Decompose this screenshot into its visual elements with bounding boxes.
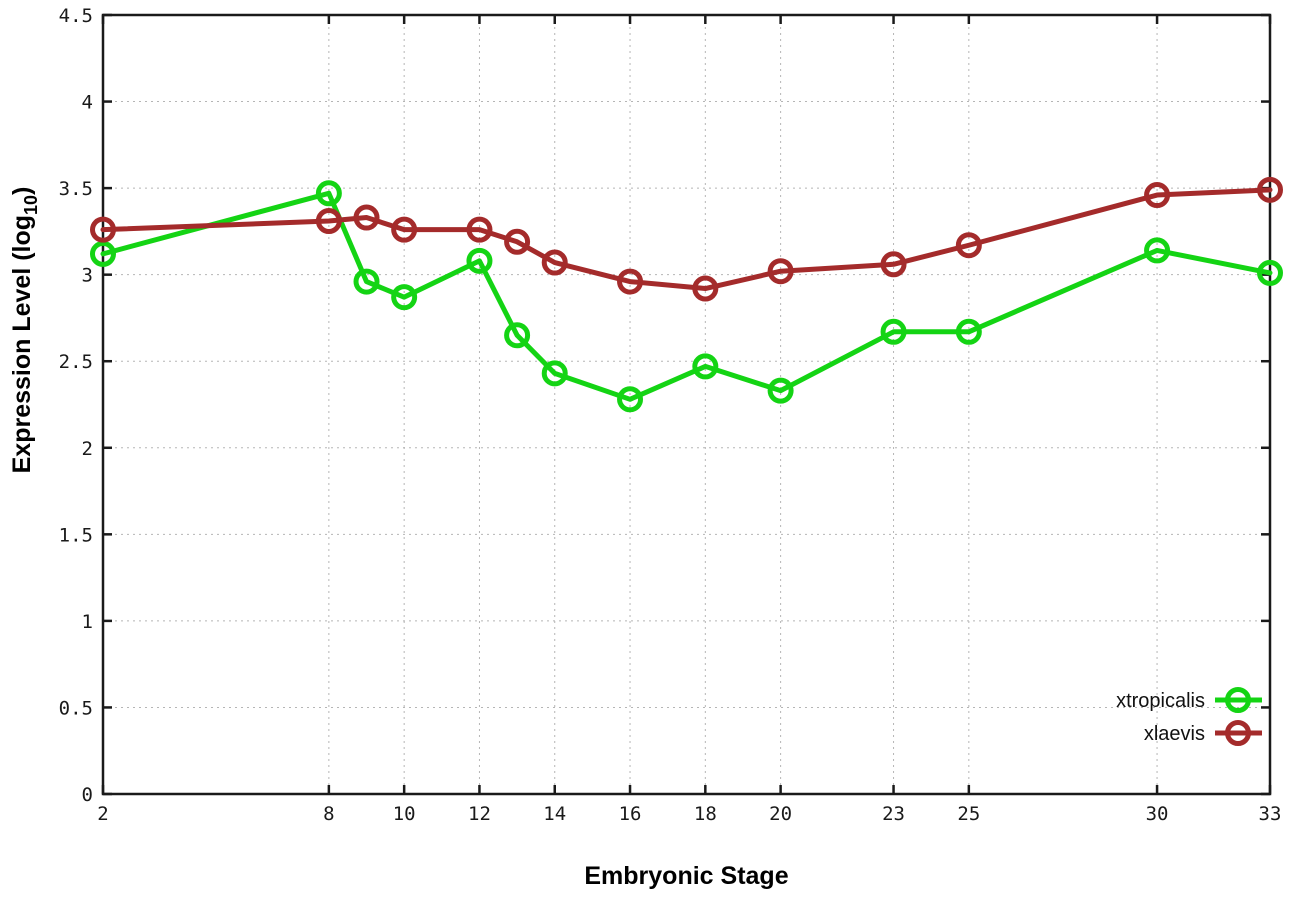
data-point-xlaevis-stage-20[interactable] [767, 258, 794, 285]
x-tick-label: 14 [543, 803, 566, 825]
data-point-xtropicalis-stage-18[interactable] [692, 353, 719, 380]
data-point-xtropicalis-stage-14[interactable] [541, 360, 568, 387]
plot-border [101, 13, 1272, 796]
series-xlaevis [90, 176, 1283, 302]
data-point-xtropicalis-stage-30[interactable] [1144, 237, 1171, 264]
data-point-xlaevis-stage-12[interactable] [466, 216, 493, 243]
x-tick-label: 12 [468, 803, 491, 825]
data-point-xlaevis-stage-2[interactable] [90, 216, 116, 243]
x-tick-label: 25 [957, 803, 980, 825]
x-tick-label: 18 [694, 803, 717, 825]
x-tick-label: 33 [1259, 803, 1282, 825]
data-point-xlaevis-stage-16[interactable] [617, 268, 644, 295]
data-point-xlaevis-stage-33[interactable] [1257, 176, 1283, 203]
data-point-xtropicalis-stage-33[interactable] [1257, 259, 1283, 286]
x-tick-label: 30 [1146, 803, 1169, 825]
series-xtropicalis [90, 180, 1283, 413]
data-point-xtropicalis-stage-2[interactable] [90, 240, 116, 267]
y-tick-label: 4 [82, 92, 93, 114]
data-point-xtropicalis-stage-23[interactable] [880, 318, 907, 345]
x-axis-label: Embryonic Stage [584, 862, 788, 890]
data-point-xtropicalis-stage-8[interactable] [315, 180, 342, 207]
legend: xtropicalis xlaevis [1116, 687, 1262, 746]
legend-label-xtropicalis: xtropicalis [1116, 690, 1205, 712]
data-point-xlaevis-stage-14[interactable] [541, 249, 568, 276]
x-tick-label: 16 [619, 803, 642, 825]
data-point-xtropicalis-stage-20[interactable] [767, 377, 794, 404]
data-point-xlaevis-stage-8[interactable] [315, 208, 342, 235]
y-tick-label: 4.5 [59, 5, 93, 27]
legend-label-xlaevis: xlaevis [1144, 723, 1205, 745]
data-point-xtropicalis-stage-13[interactable] [504, 322, 531, 349]
y-tick-label: 2 [82, 438, 93, 460]
legend-marker-xlaevis [1225, 720, 1251, 746]
data-point-xtropicalis-stage-9[interactable] [353, 268, 380, 295]
data-point-xtropicalis-stage-10[interactable] [391, 284, 418, 311]
y-tick-label: 0.5 [59, 697, 93, 719]
y-tick-label: 0 [82, 784, 93, 806]
x-tick-label: 23 [882, 803, 905, 825]
x-tick-label: 2 [97, 803, 108, 825]
data-point-xlaevis-stage-18[interactable] [692, 275, 719, 302]
y-tick-label: 3.5 [59, 178, 93, 200]
data-point-xlaevis-stage-25[interactable] [955, 232, 982, 259]
data-point-xlaevis-stage-23[interactable] [880, 251, 907, 278]
y-tick-label: 2.5 [59, 351, 93, 373]
x-tick-label: 10 [393, 803, 416, 825]
data-point-xlaevis-stage-13[interactable] [504, 228, 531, 255]
data-point-xlaevis-stage-10[interactable] [391, 216, 418, 243]
legend-marker-xtropicalis [1225, 687, 1251, 713]
data-point-xtropicalis-stage-12[interactable] [466, 247, 493, 274]
y-tick-label: 1.5 [59, 524, 93, 546]
x-tick-label: 20 [769, 803, 792, 825]
gridlines [103, 14, 1271, 794]
data-point-xtropicalis-stage-16[interactable] [617, 386, 644, 413]
x-tick-label: 8 [323, 803, 334, 825]
data-point-xlaevis-stage-9[interactable] [353, 204, 380, 231]
y-axis-label: Expression Level (log10) [8, 187, 41, 474]
data-point-xtropicalis-stage-25[interactable] [955, 318, 982, 345]
data-point-xlaevis-stage-30[interactable] [1144, 182, 1171, 209]
tick-marks [101, 13, 1272, 796]
y-tick-label: 3 [82, 265, 93, 287]
y-tick-label: 1 [82, 611, 93, 633]
